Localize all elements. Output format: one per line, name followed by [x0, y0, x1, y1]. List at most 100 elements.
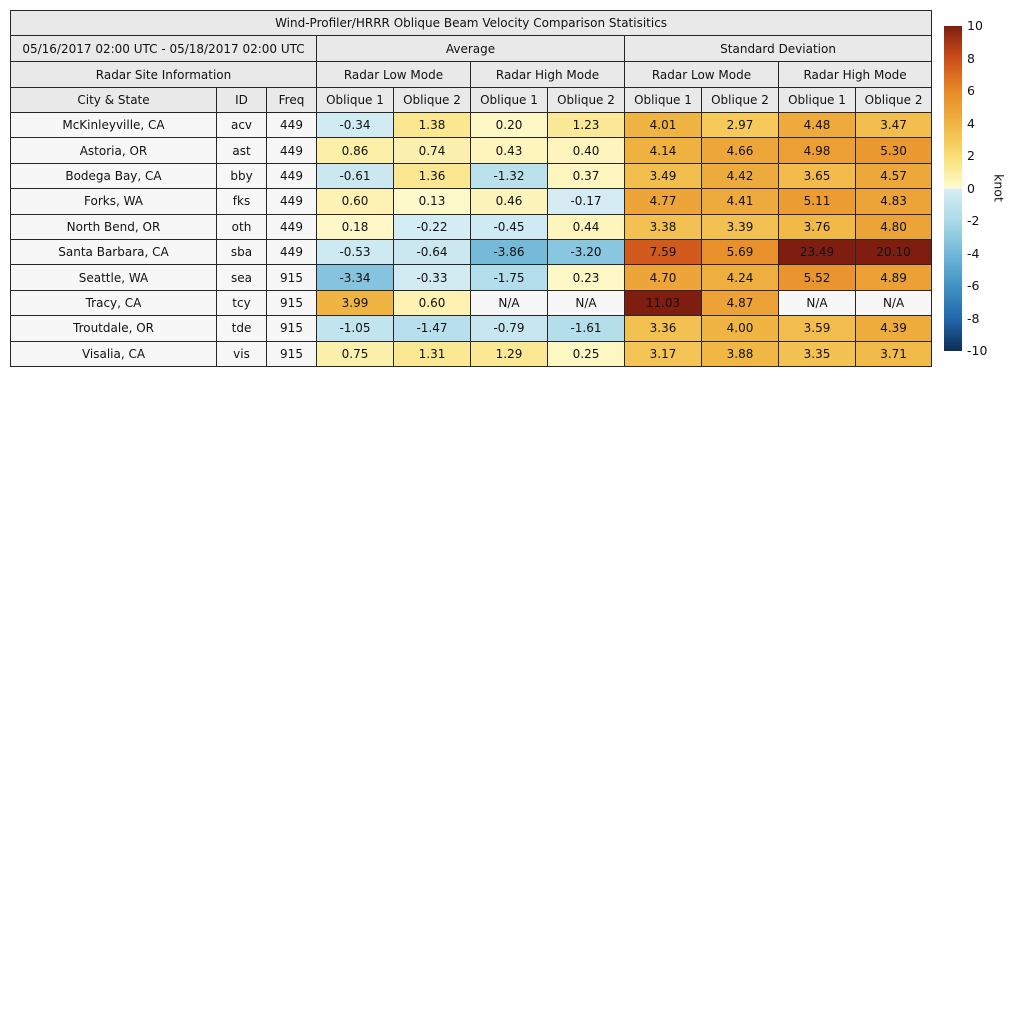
colorbar-gradient — [944, 26, 962, 351]
mode-header-avg-low: Radar Low Mode — [316, 61, 471, 88]
stats-table: Wind-Profiler/HRRR Oblique Beam Velocity… — [9, 10, 933, 367]
value-cell: 0.46 — [470, 188, 548, 215]
value-cell: 4.66 — [701, 137, 779, 164]
table-row: Astoria, OR ast 449 0.86 0.74 0.43 0.40 4.14 4.6… — [10, 137, 933, 164]
value-cell: 4.77 — [624, 188, 702, 215]
site-info-header: Radar Site Information — [10, 61, 317, 88]
value-cell: 7.59 — [624, 238, 702, 266]
value-cell: -0.22 — [393, 213, 471, 240]
value-cell: 4.80 — [854, 213, 933, 240]
value-cell: 3.71 — [854, 340, 933, 367]
mode-header-std-high: Radar High Mode — [777, 61, 933, 88]
id-cell: sba — [216, 238, 267, 266]
value-cell: 3.17 — [624, 340, 702, 367]
table-row: North Bend, OR oth 449 0.18 -0.22 -0.45 0.44 3.… — [10, 213, 933, 240]
value-cell: 20.10 — [854, 238, 933, 266]
id-cell: fks — [216, 188, 267, 215]
group-header-average: Average — [316, 35, 625, 62]
group-header-row: 05/16/2017 02:00 UTC - 05/18/2017 02:00 … — [10, 35, 933, 62]
colorbar-tick-label: 0 — [967, 180, 975, 196]
freq-cell: 915 — [266, 264, 317, 291]
value-cell: 3.47 — [854, 111, 933, 139]
value-cell: -0.61 — [316, 162, 394, 190]
table-row: Forks, WA fks 449 0.60 0.13 0.46 -0.17 4.77 4.41… — [10, 188, 933, 215]
table-row: Visalia, CA vis 915 0.75 1.31 1.29 0.25 3.17 3.8… — [10, 340, 933, 367]
value-cell: 4.39 — [854, 315, 933, 342]
value-cell: 5.69 — [701, 238, 779, 266]
freq-cell: 449 — [266, 188, 317, 215]
value-cell: 0.40 — [547, 137, 625, 164]
value-cell: 2.97 — [701, 111, 779, 139]
city-cell: Forks, WA — [10, 188, 217, 215]
col-header-oblique2: Oblique 2 — [393, 87, 471, 113]
city-cell: Troutdale, OR — [10, 315, 217, 342]
col-header-oblique1: Oblique 1 — [778, 87, 856, 113]
value-cell: 0.44 — [547, 213, 625, 240]
id-cell: tcy — [216, 289, 267, 317]
value-cell: 5.11 — [778, 188, 856, 215]
value-cell: 4.89 — [854, 264, 933, 291]
value-cell: -1.47 — [393, 315, 471, 342]
date-range: 05/16/2017 02:00 UTC - 05/18/2017 02:00 … — [10, 35, 317, 62]
table-row: Bodega Bay, CA bby 449 -0.61 1.36 -1.32 0.37 3.… — [10, 162, 933, 190]
value-cell: -0.53 — [316, 238, 394, 266]
col-header-id: ID — [216, 87, 267, 113]
col-header-oblique1: Oblique 1 — [470, 87, 548, 113]
value-cell: 3.39 — [701, 213, 779, 240]
value-cell: 0.25 — [547, 340, 625, 367]
value-cell: 0.43 — [470, 137, 548, 164]
col-header-freq: Freq — [266, 87, 317, 113]
value-cell: -0.64 — [393, 238, 471, 266]
id-cell: sea — [216, 264, 267, 291]
colorbar-tick-label: 4 — [967, 115, 975, 131]
title-row: Wind-Profiler/HRRR Oblique Beam Velocity… — [9, 10, 933, 36]
value-cell: 3.49 — [624, 162, 702, 190]
colorbar-unit-label: knot — [991, 174, 1007, 202]
value-cell: 11.03 — [624, 289, 702, 317]
value-cell: 1.36 — [393, 162, 471, 190]
id-cell: tde — [216, 315, 267, 342]
colorbar-tick-label: 10 — [967, 17, 983, 33]
colorbar-tick-label: 2 — [967, 147, 975, 163]
value-cell: 4.24 — [701, 264, 779, 291]
id-cell: vis — [216, 340, 267, 367]
value-cell: 4.14 — [624, 137, 702, 164]
value-cell: 4.83 — [854, 188, 933, 215]
value-cell: 4.41 — [701, 188, 779, 215]
value-cell: -3.86 — [470, 238, 548, 266]
value-cell: -0.45 — [470, 213, 548, 240]
value-cell: 3.65 — [778, 162, 856, 190]
id-cell: acv — [216, 111, 267, 139]
value-cell: 0.13 — [393, 188, 471, 215]
value-cell: -3.34 — [316, 264, 394, 291]
value-cell: 5.30 — [854, 137, 933, 164]
table-title: Wind-Profiler/HRRR Oblique Beam Velocity… — [9, 10, 933, 36]
city-cell: Seattle, WA — [10, 264, 217, 291]
freq-cell: 449 — [266, 238, 317, 266]
col-header-oblique1: Oblique 1 — [624, 87, 702, 113]
value-cell: 3.38 — [624, 213, 702, 240]
value-cell: 3.99 — [316, 289, 394, 317]
colorbar-tick-label: -8 — [967, 310, 980, 326]
value-cell: 23.49 — [778, 238, 856, 266]
table-row: Tracy, CA tcy 915 3.99 0.60 N/A N/A 11.03 4.87 N/… — [10, 289, 933, 317]
value-cell: 1.23 — [547, 111, 625, 139]
freq-cell: 449 — [266, 137, 317, 164]
colorbar-tick-label: -6 — [967, 277, 980, 293]
value-cell: 4.87 — [701, 289, 779, 317]
value-cell: -0.33 — [393, 264, 471, 291]
city-cell: Tracy, CA — [10, 289, 217, 317]
colorbar-tick-label: -2 — [967, 212, 980, 228]
value-cell: 4.00 — [701, 315, 779, 342]
value-cell: 1.38 — [393, 111, 471, 139]
value-cell: 4.48 — [778, 111, 856, 139]
freq-cell: 915 — [266, 315, 317, 342]
value-cell: 0.60 — [393, 289, 471, 317]
value-cell: N/A — [470, 289, 548, 317]
colorbar-tick-label: 8 — [967, 50, 975, 66]
value-cell: -1.32 — [470, 162, 548, 190]
value-cell: 3.36 — [624, 315, 702, 342]
value-cell: -1.05 — [316, 315, 394, 342]
value-cell: 5.52 — [778, 264, 856, 291]
